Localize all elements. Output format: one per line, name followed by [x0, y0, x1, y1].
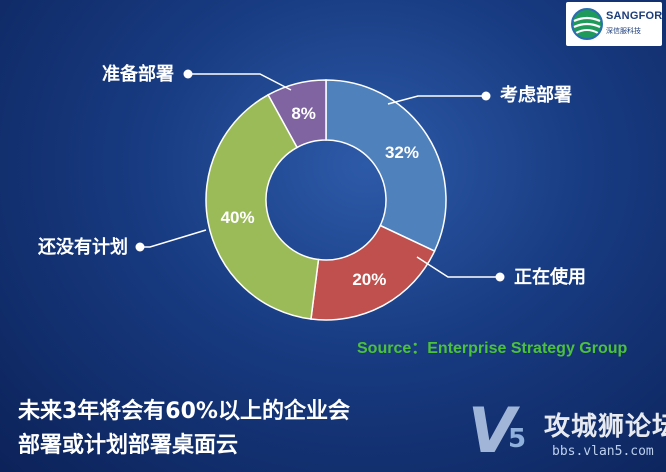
leader-dot-0	[481, 91, 491, 101]
watermark-5: 5	[508, 424, 527, 454]
donut-slice-1	[310, 224, 436, 321]
leader-line-1	[416, 256, 500, 278]
leader-dot-1	[495, 272, 505, 282]
value-label-2: 40%	[221, 208, 255, 227]
donut-slice-3	[267, 79, 327, 149]
source-note: Source：Enterprise Strategy Group	[357, 340, 628, 357]
leader-line-2	[140, 229, 207, 248]
donut-slice-0	[325, 79, 447, 253]
leader-dot-2	[135, 242, 145, 252]
sangfor-logo: SANGFOR 深信服科技	[566, 2, 662, 46]
watermark-v: V	[468, 394, 516, 467]
percentage-labels: 32% 20% 40% 8%	[221, 104, 419, 289]
category-label-0: 考虑部署	[500, 84, 572, 106]
category-label-2: 还没有计划	[37, 236, 128, 258]
value-label-0: 32%	[385, 143, 419, 162]
leader-dot-3	[183, 69, 193, 79]
donut-slice-2	[205, 93, 320, 320]
leader-line-0	[387, 95, 486, 105]
value-label-3: 8%	[291, 104, 316, 123]
leader-lines	[135, 69, 505, 282]
headline-line-1: 未来3年将会有60%以上的企业会	[18, 399, 350, 424]
category-label-1: 正在使用	[514, 266, 586, 288]
watermark-url: bbs.vlan5.com	[552, 444, 654, 459]
category-label-3: 准备部署	[102, 63, 174, 85]
logo-subtitle: 深信服科技	[606, 27, 641, 35]
watermark-name: 攻城狮论坛	[544, 412, 666, 442]
watermark: V 5 攻城狮论坛 bbs.vlan5.com	[468, 394, 666, 472]
donut-slices	[205, 79, 447, 321]
logo-name: SANGFOR	[606, 10, 663, 22]
leader-line-3	[188, 73, 292, 91]
value-label-1: 20%	[352, 270, 386, 289]
headline: 未来3年将会有60%以上的企业会 部署或计划部署桌面云	[18, 395, 438, 463]
headline-line-2: 部署或计划部署桌面云	[18, 433, 239, 458]
globe-icon	[571, 8, 603, 40]
